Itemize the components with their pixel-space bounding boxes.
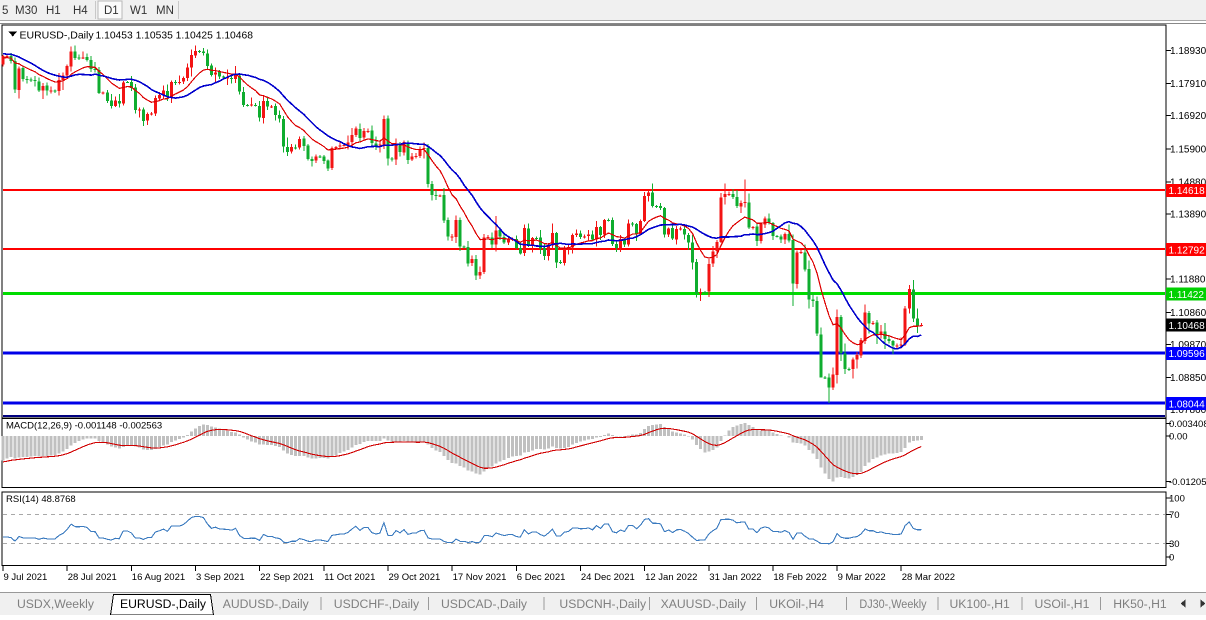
svg-text:USOil-,H1: USOil-,H1	[1035, 597, 1090, 611]
svg-text:1.09596: 1.09596	[1169, 349, 1206, 360]
svg-text:M30: M30	[15, 5, 37, 17]
svg-text:0.00: 0.00	[1169, 431, 1188, 442]
svg-text:11 Oct 2021: 11 Oct 2021	[324, 572, 375, 583]
svg-text:EURUSD-,Daily: EURUSD-,Daily	[120, 597, 207, 611]
svg-text:1.10860: 1.10860	[1170, 308, 1206, 319]
svg-text:17 Nov 2021: 17 Nov 2021	[453, 572, 507, 583]
svg-text:9 Jul 2021: 9 Jul 2021	[4, 572, 48, 583]
svg-text:1.14880: 1.14880	[1170, 177, 1206, 188]
svg-text:1.15900: 1.15900	[1170, 144, 1206, 155]
svg-text:29 Oct 2021: 29 Oct 2021	[389, 572, 441, 583]
svg-text:100: 100	[1169, 494, 1185, 505]
svg-text:1.08850: 1.08850	[1170, 373, 1206, 384]
svg-text:-0.01205: -0.01205	[1169, 477, 1206, 488]
svg-text:1.07860: 1.07860	[1170, 405, 1206, 416]
svg-text:3 Sep 2021: 3 Sep 2021	[196, 572, 245, 583]
svg-text:1.12792: 1.12792	[1169, 246, 1206, 257]
svg-text:70: 70	[1169, 510, 1180, 521]
svg-text:UK100-,H1: UK100-,H1	[950, 597, 1011, 611]
svg-text:1.11422: 1.11422	[1169, 290, 1205, 301]
svg-text:0.003408: 0.003408	[1169, 419, 1206, 430]
svg-text:9 Mar 2022: 9 Mar 2022	[838, 572, 886, 583]
svg-text:USDCAD-,Daily: USDCAD-,Daily	[441, 597, 528, 611]
svg-text:28 Jul 2021: 28 Jul 2021	[68, 572, 117, 583]
svg-text:1.16920: 1.16920	[1170, 111, 1206, 122]
svg-text:1.09870: 1.09870	[1170, 340, 1206, 351]
svg-text:USDCHF-,Daily: USDCHF-,Daily	[334, 597, 420, 611]
svg-text:0: 0	[1169, 553, 1174, 564]
svg-text:RSI(14) 48.8768: RSI(14) 48.8768	[6, 494, 76, 505]
svg-text:1.13890: 1.13890	[1170, 210, 1206, 221]
svg-text:MACD(12,26,9) -0.001148 -0.002: MACD(12,26,9) -0.001148 -0.002563	[6, 421, 162, 432]
svg-text:HK50-,H1: HK50-,H1	[1113, 597, 1167, 611]
svg-text:W1: W1	[130, 5, 147, 17]
svg-text:XAUUSD-,Daily: XAUUSD-,Daily	[661, 597, 747, 611]
svg-text:28 Mar 2022: 28 Mar 2022	[902, 572, 955, 583]
svg-text:EURUSD-,Daily: EURUSD-,Daily	[20, 30, 95, 42]
svg-text:12 Jan 2022: 12 Jan 2022	[645, 572, 697, 583]
svg-text:1.14618: 1.14618	[1169, 186, 1206, 197]
svg-text:H4: H4	[73, 5, 88, 17]
svg-text:16 Aug 2021: 16 Aug 2021	[132, 572, 185, 583]
svg-text:1.08044: 1.08044	[1169, 400, 1206, 411]
svg-text:5: 5	[2, 5, 8, 17]
svg-text:6 Dec 2021: 6 Dec 2021	[517, 572, 566, 583]
svg-text:USDCNH-,Daily: USDCNH-,Daily	[559, 597, 647, 611]
svg-text:1.10453 1.10535 1.10425 1.1046: 1.10453 1.10535 1.10425 1.10468	[96, 31, 254, 42]
svg-text:1.10468: 1.10468	[1169, 321, 1206, 332]
svg-text:D1: D1	[104, 5, 119, 17]
svg-text:1.17910: 1.17910	[1170, 79, 1206, 90]
svg-text:1.11880: 1.11880	[1170, 275, 1206, 286]
svg-text:31 Jan 2022: 31 Jan 2022	[709, 572, 761, 583]
svg-text:AUDUSD-,Daily: AUDUSD-,Daily	[223, 597, 310, 611]
svg-text:1.18930: 1.18930	[1170, 46, 1206, 57]
svg-text:DJ30-,Weekly: DJ30-,Weekly	[859, 597, 927, 611]
svg-text:18 Feb 2022: 18 Feb 2022	[773, 572, 826, 583]
svg-text:30: 30	[1169, 539, 1180, 550]
svg-text:H1: H1	[46, 5, 61, 17]
svg-text:USDX,Weekly: USDX,Weekly	[17, 597, 95, 611]
svg-text:22 Sep 2021: 22 Sep 2021	[260, 572, 314, 583]
svg-text:24 Dec 2021: 24 Dec 2021	[581, 572, 635, 583]
svg-text:UKOil-,H4: UKOil-,H4	[769, 597, 824, 611]
svg-text:MN: MN	[156, 5, 174, 17]
